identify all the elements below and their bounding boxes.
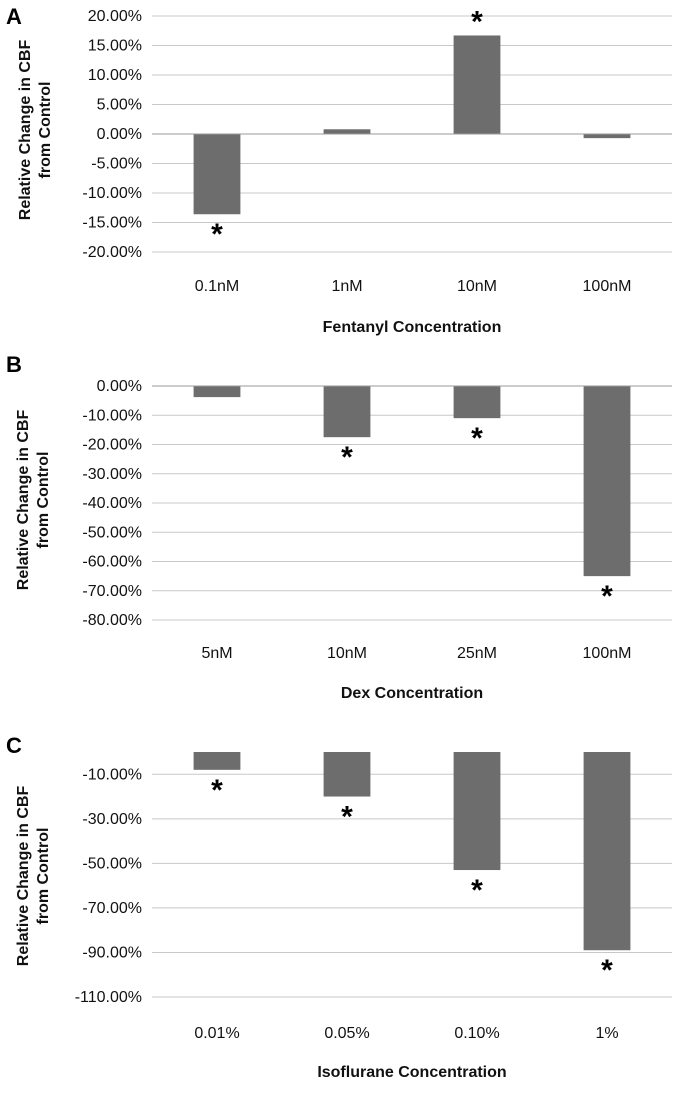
chart-panel-b: B 0.00% -10.00% -20.00% -30.00% -40.00% -50.00… [0,350,686,715]
significance-star-a-2: * [471,5,483,38]
y-tick-label-b-6: -60.00% [82,554,142,571]
y-tick-label-a-7: -15.00% [82,215,142,232]
x-tick-label-c-2: 0.10% [454,1025,499,1042]
y-tick-label-b-8: -80.00% [82,612,142,629]
x-tick-label-a-3: 100nM [583,278,632,295]
significance-star-b-3: * [601,580,613,613]
bar-c-0 [193,752,241,770]
chart-panel-c: C -10.00% -30.00% -50.00% -70.00% -90.00% -110… [0,715,686,1093]
y-tick-label-b-2: -20.00% [82,437,142,454]
y-axis-title-line2-c: from Control [35,828,52,925]
y-tick-label-b-7: -70.00% [82,583,142,600]
y-tick-label-a-1: 15.00% [88,38,142,55]
x-tick-label-b-1: 10nM [327,645,367,662]
bar-c-3 [583,752,631,951]
y-tick-label-a-5: -5.00% [91,156,142,173]
y-tick-label-a-2: 10.00% [88,67,142,84]
bar-c-2 [453,752,501,871]
chart-c-svg: C -10.00% -30.00% -50.00% -70.00% -90.00% -110… [6,733,672,1081]
y-tick-label-a-6: -10.00% [82,185,142,202]
significance-star-a-0: * [211,218,223,251]
y-tick-label-b-1: -10.00% [82,407,142,424]
significance-star-c-0: * [211,774,223,807]
x-axis-title-b: Dex Concentration [341,685,483,702]
chart-panel-a: A 20.00% 15.00% 10.00% 5.00% 0.00% -5.00% -10.0… [0,0,686,350]
x-tick-label-b-2: 25nM [457,645,497,662]
y-tick-label-a-0: 20.00% [88,8,142,25]
y-tick-label-b-3: -30.00% [82,466,142,483]
y-tick-label-c-0: -10.00% [82,766,142,783]
bar-b-0 [193,386,241,398]
y-tick-label-c-1: -30.00% [82,811,142,828]
bar-a-2 [453,35,501,134]
y-tick-label-a-4: 0.00% [97,126,142,143]
y-tick-label-c-5: -110.00% [75,989,142,1006]
x-axis-title-c: Isoflurane Concentration [317,1064,506,1081]
y-axis-title-line1-b: Relative Change in CBF [15,410,32,591]
x-tick-label-b-0: 5nM [201,645,232,662]
chart-b-svg: B 0.00% -10.00% -20.00% -30.00% -40.00% -50.00… [6,352,672,702]
bar-c-1 [323,752,371,797]
x-tick-label-c-0: 0.01% [194,1025,239,1042]
y-axis-title-line2-b: from Control [35,452,52,549]
bar-b-3 [583,386,631,577]
y-tick-label-b-0: 0.00% [97,378,142,395]
chart-a-svg: A 20.00% 15.00% 10.00% 5.00% 0.00% -5.00% -10.0… [6,4,672,336]
y-axis-title-line1-c: Relative Change in CBF [15,786,32,967]
panel-letter-a: A [6,4,22,29]
bar-a-1 [323,129,371,134]
y-tick-label-b-5: -50.00% [82,524,142,541]
y-axis-title-line1-a: Relative Change in CBF [17,40,34,221]
bar-a-3 [583,134,631,139]
panel-letter-c: C [6,733,22,758]
y-tick-label-c-4: -90.00% [82,944,142,961]
x-axis-title-a: Fentanyl Concentration [323,319,502,336]
bar-b-2 [453,386,501,419]
y-tick-label-a-8: -20.00% [82,244,142,261]
x-tick-label-c-1: 0.05% [324,1025,369,1042]
bar-a-0 [193,134,241,215]
significance-star-c-2: * [471,874,483,907]
y-tick-label-c-3: -70.00% [82,900,142,917]
y-tick-label-a-3: 5.00% [97,97,142,114]
x-tick-label-a-2: 10nM [457,278,497,295]
significance-star-b-1: * [341,441,353,474]
y-tick-label-b-4: -40.00% [82,495,142,512]
x-tick-label-b-3: 100nM [583,645,632,662]
panel-letter-b: B [6,352,22,377]
x-tick-label-c-3: 1% [595,1025,618,1042]
significance-star-c-3: * [601,954,613,987]
x-tick-label-a-1: 1nM [331,278,362,295]
significance-star-c-1: * [341,801,353,834]
y-tick-label-c-2: -50.00% [82,855,142,872]
y-axis-title-line2-a: from Control [37,82,54,179]
x-tick-label-a-0: 0.1nM [195,278,239,295]
bar-b-1 [323,386,371,438]
significance-star-b-2: * [471,422,483,455]
